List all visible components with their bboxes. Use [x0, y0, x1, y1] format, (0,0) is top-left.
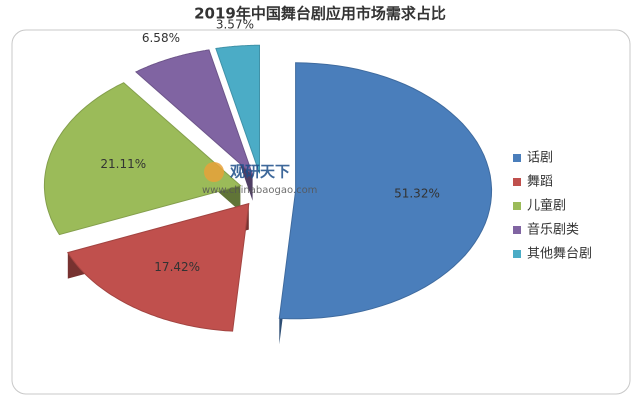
data-label: 21.11% [100, 157, 146, 171]
legend-swatch [513, 154, 521, 162]
legend-label: 儿童剧 [527, 198, 566, 214]
legend-swatch [513, 202, 521, 210]
pie-slice [67, 202, 250, 332]
legend-label: 音乐剧类 [527, 222, 579, 238]
pie-slice [43, 82, 242, 236]
legend-label: 其他舞台剧 [527, 247, 592, 262]
watermark-url: www.chinabaogao.com [202, 185, 317, 196]
legend-swatch [513, 250, 521, 258]
pie-slice [215, 44, 260, 174]
data-label: 51.32% [394, 187, 440, 201]
pie-slice [278, 62, 493, 320]
legend-swatch [513, 226, 521, 234]
data-label: 6.58% [142, 31, 180, 45]
watermark-logo [204, 162, 224, 182]
data-label: 3.57% [216, 17, 254, 31]
pie-slice [134, 49, 254, 177]
watermark: 观研天下 www.chinabaogao.com [202, 162, 317, 196]
pie: 51.32% 17.42% 21.11% 6.58% 3.57% [43, 17, 493, 358]
watermark-name: 观研天下 [230, 163, 290, 181]
legend-label: 舞蹈 [527, 175, 553, 190]
legend-swatch [513, 178, 521, 186]
chart-title: 2019年中国舞台剧应用市场需求占比 [194, 5, 446, 23]
data-label: 17.42% [154, 260, 200, 274]
legend-label: 话剧 [527, 151, 553, 166]
